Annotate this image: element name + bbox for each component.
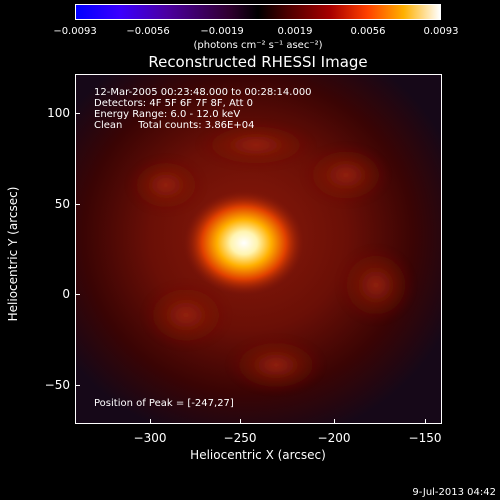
y-tick-label: 50 bbox=[54, 197, 70, 211]
colorbar-tick: −0.0056 bbox=[126, 26, 170, 37]
y-axis-title: Heliocentric Y (arcsec) bbox=[6, 186, 20, 322]
colorbar bbox=[75, 4, 441, 20]
x-tick-label: −300 bbox=[133, 431, 167, 445]
x-tick-label: −200 bbox=[317, 431, 351, 445]
rhessi-image bbox=[75, 74, 442, 424]
x-tick-label: −250 bbox=[223, 431, 257, 445]
colorbar-units: (photons cm⁻² s⁻¹ asec⁻²) bbox=[193, 40, 323, 51]
x-tick-mark bbox=[240, 419, 241, 424]
colorbar-tick: 0.0093 bbox=[423, 26, 459, 37]
x-tick-mark bbox=[334, 419, 335, 424]
x-tick-mark bbox=[425, 419, 426, 424]
footer-date: 9-Jul-2013 04:42 bbox=[412, 487, 496, 498]
colorbar-tick: 0.0019 bbox=[277, 26, 313, 37]
colorbar-tick: 0.0056 bbox=[350, 26, 386, 37]
y-tick-mark bbox=[75, 294, 80, 295]
y-tick-label: 100 bbox=[47, 106, 70, 120]
y-tick-label: 0 bbox=[62, 287, 70, 301]
y-tick-mark bbox=[75, 385, 80, 386]
x-tick-mark bbox=[150, 419, 151, 424]
plot-title: Reconstructed RHESSI Image bbox=[148, 53, 368, 71]
info-time: 12-Mar-2005 00:23:48.000 to 00:28:14.000 bbox=[94, 87, 312, 98]
y-tick-mark bbox=[75, 113, 80, 114]
y-tick-mark bbox=[75, 204, 80, 205]
peak-position: Position of Peak = [-247,27] bbox=[94, 398, 234, 409]
info-detectors: Detectors: 4F 5F 6F 7F 8F, Att 0 bbox=[94, 98, 254, 109]
image-canvas bbox=[76, 75, 441, 423]
info-energy: Energy Range: 6.0 - 12.0 keV bbox=[94, 109, 241, 120]
x-tick-label: −150 bbox=[408, 431, 442, 445]
colorbar-tick: −0.0019 bbox=[200, 26, 244, 37]
y-tick-label: −50 bbox=[44, 378, 70, 392]
colorbar-tick: −0.0093 bbox=[53, 26, 97, 37]
info-counts: Clean Total counts: 3.86E+04 bbox=[94, 120, 255, 131]
flare-source bbox=[184, 191, 304, 295]
x-axis-title: Heliocentric X (arcsec) bbox=[190, 448, 326, 462]
